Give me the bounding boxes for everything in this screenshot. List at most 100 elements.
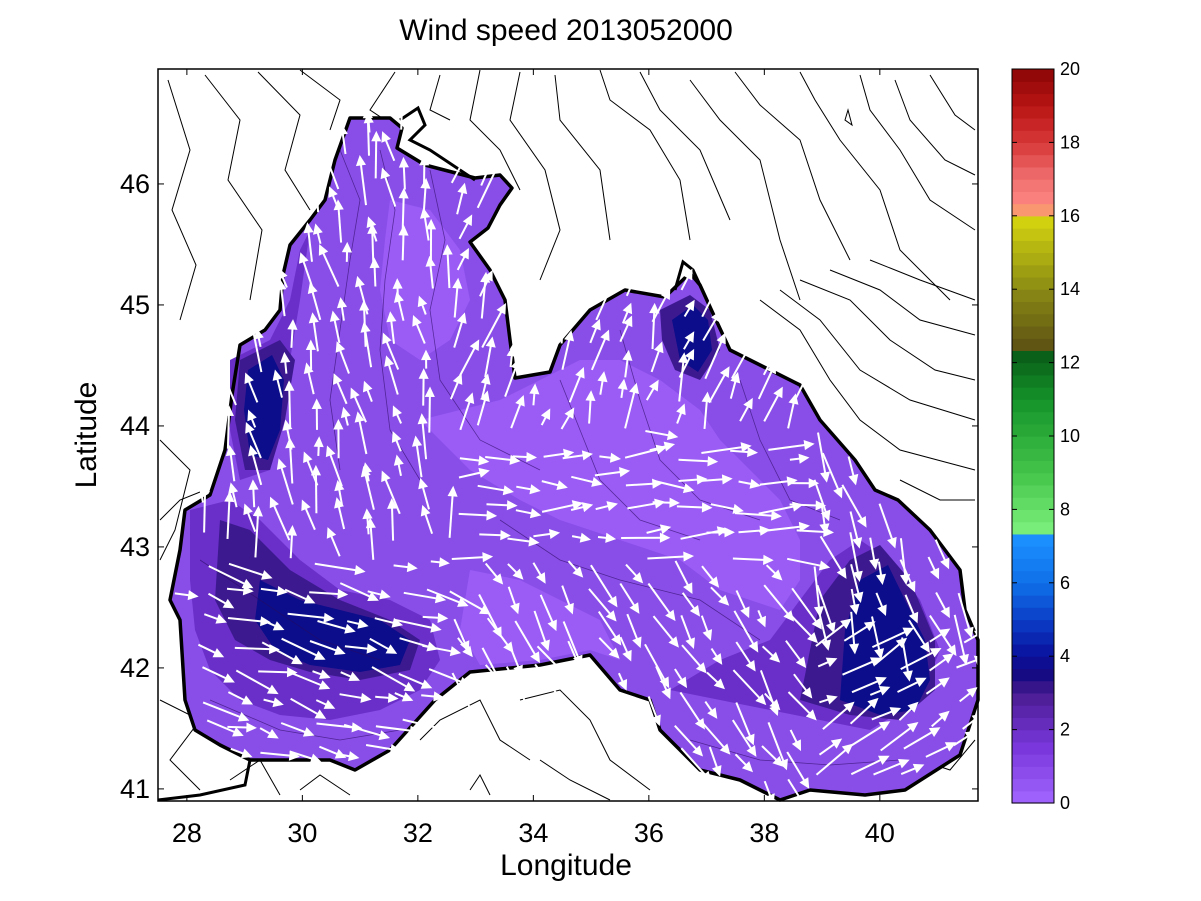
colorbar-tick-label: 20 <box>1060 59 1080 79</box>
wind-vector-head <box>507 690 519 702</box>
wind-vector-head <box>707 707 718 719</box>
land-contour <box>519 689 651 791</box>
land-contour <box>204 74 263 301</box>
wind-vector-head <box>708 576 720 588</box>
colorbar-band <box>1012 313 1054 327</box>
wind-vector-head <box>591 318 601 331</box>
wind-vector-head <box>742 341 753 353</box>
land-contour <box>829 269 976 336</box>
wind-vector-head <box>434 593 447 604</box>
colorbar-band <box>1012 607 1054 621</box>
wind-vector-head <box>412 314 422 327</box>
wind-vector-head <box>282 419 293 431</box>
colorbar-band <box>1012 179 1054 192</box>
colorbar-band <box>1012 497 1054 510</box>
wind-vector-head <box>398 224 409 236</box>
wind-vector-head <box>840 618 852 629</box>
wind-vector-head <box>536 572 546 584</box>
wind-vector-head <box>521 315 531 327</box>
colorbar-tick-label: 10 <box>1060 426 1080 446</box>
colorbar-band <box>1012 595 1054 608</box>
wind-vector-head <box>223 673 235 683</box>
x-tick-label: 38 <box>749 818 779 848</box>
wind-vector-head <box>608 647 620 659</box>
wind-vector-head <box>653 341 664 354</box>
wind-vector-head <box>287 319 298 330</box>
wind-vector-head <box>853 591 864 604</box>
wind-vector-head <box>457 597 469 607</box>
wind-vector-head <box>915 677 927 687</box>
wind-vector-head <box>897 759 910 769</box>
wind-vector-head <box>874 648 885 660</box>
wind-vector-head <box>510 602 520 615</box>
wind-vector-head <box>309 753 322 764</box>
colorbar-band <box>1012 643 1054 657</box>
wind-vector-head <box>548 528 561 540</box>
x-tick-label: 32 <box>403 818 433 848</box>
wind-vector-head <box>391 431 402 443</box>
wind-vector-head <box>606 501 618 512</box>
wind-vector-head <box>241 695 254 705</box>
wind-vector-head <box>902 627 915 637</box>
wind-vector-head <box>359 300 370 311</box>
wind-vector-head <box>387 498 398 509</box>
wind-vector-head <box>243 503 253 516</box>
wind-vector-head <box>716 332 726 345</box>
wind-vector-head <box>337 588 349 600</box>
wind-vector-head <box>684 299 695 312</box>
wind-vector-head <box>280 351 291 363</box>
wind-vector-head <box>303 451 313 464</box>
wind-vector <box>787 778 803 801</box>
wind-vector-head <box>246 722 257 733</box>
wind-vector-head <box>755 693 767 706</box>
land-contour <box>469 774 491 796</box>
wind-vector-head <box>291 654 303 665</box>
land-contour <box>734 71 851 261</box>
azov-inlet-coast <box>673 259 702 291</box>
colorbar-band <box>1012 117 1054 131</box>
wind-vector-head <box>576 667 586 680</box>
land-contour <box>167 79 197 321</box>
wind-vector-head <box>815 500 827 511</box>
wind-vector-head <box>724 527 735 538</box>
colorbar-band <box>1012 619 1054 633</box>
wind-vector-head <box>684 348 695 361</box>
land-contour <box>779 289 976 421</box>
wind-vector-head <box>272 369 283 381</box>
wind-vector-head <box>659 676 670 689</box>
land-contour <box>299 774 351 796</box>
wind-vector-head <box>554 692 565 705</box>
wind-vector-head <box>452 373 463 385</box>
wind-vector-head <box>379 589 391 600</box>
wind-vector-head <box>660 288 671 300</box>
wind-vector-head <box>591 477 603 487</box>
wind-vector-head <box>669 497 680 508</box>
wind-vector-head <box>244 372 254 385</box>
colorbar-band <box>1012 191 1054 205</box>
wind-vector <box>962 715 978 730</box>
wind-vector-head <box>756 615 766 628</box>
wind-vector-head <box>617 678 628 691</box>
wind-vector-head <box>765 353 776 365</box>
wind-vector-head <box>360 692 372 703</box>
colorbar-band <box>1012 130 1054 143</box>
wind-vector-head <box>563 448 575 459</box>
colorbar-band <box>1012 790 1054 804</box>
wind-vector-head <box>906 722 919 733</box>
wind-vector-head <box>512 568 524 580</box>
wind-vector-head <box>502 485 514 496</box>
wind-vector-head <box>940 606 950 619</box>
colorbar-tick-label: 8 <box>1060 499 1070 519</box>
wind-vector-head <box>302 727 315 737</box>
colorbar-band <box>1012 350 1054 364</box>
wind-vector-head <box>611 633 622 646</box>
colorbar-tick-label: 4 <box>1060 646 1070 666</box>
wind-vector-head <box>878 685 891 696</box>
wind-vector-head <box>700 770 712 783</box>
y-tick-label: 41 <box>120 774 150 804</box>
wind-vector-head <box>818 560 831 571</box>
wind-vector <box>250 323 263 373</box>
wind-vector-head <box>424 386 435 398</box>
wind-vector-head <box>707 456 719 467</box>
wind-vector-head <box>719 366 730 378</box>
